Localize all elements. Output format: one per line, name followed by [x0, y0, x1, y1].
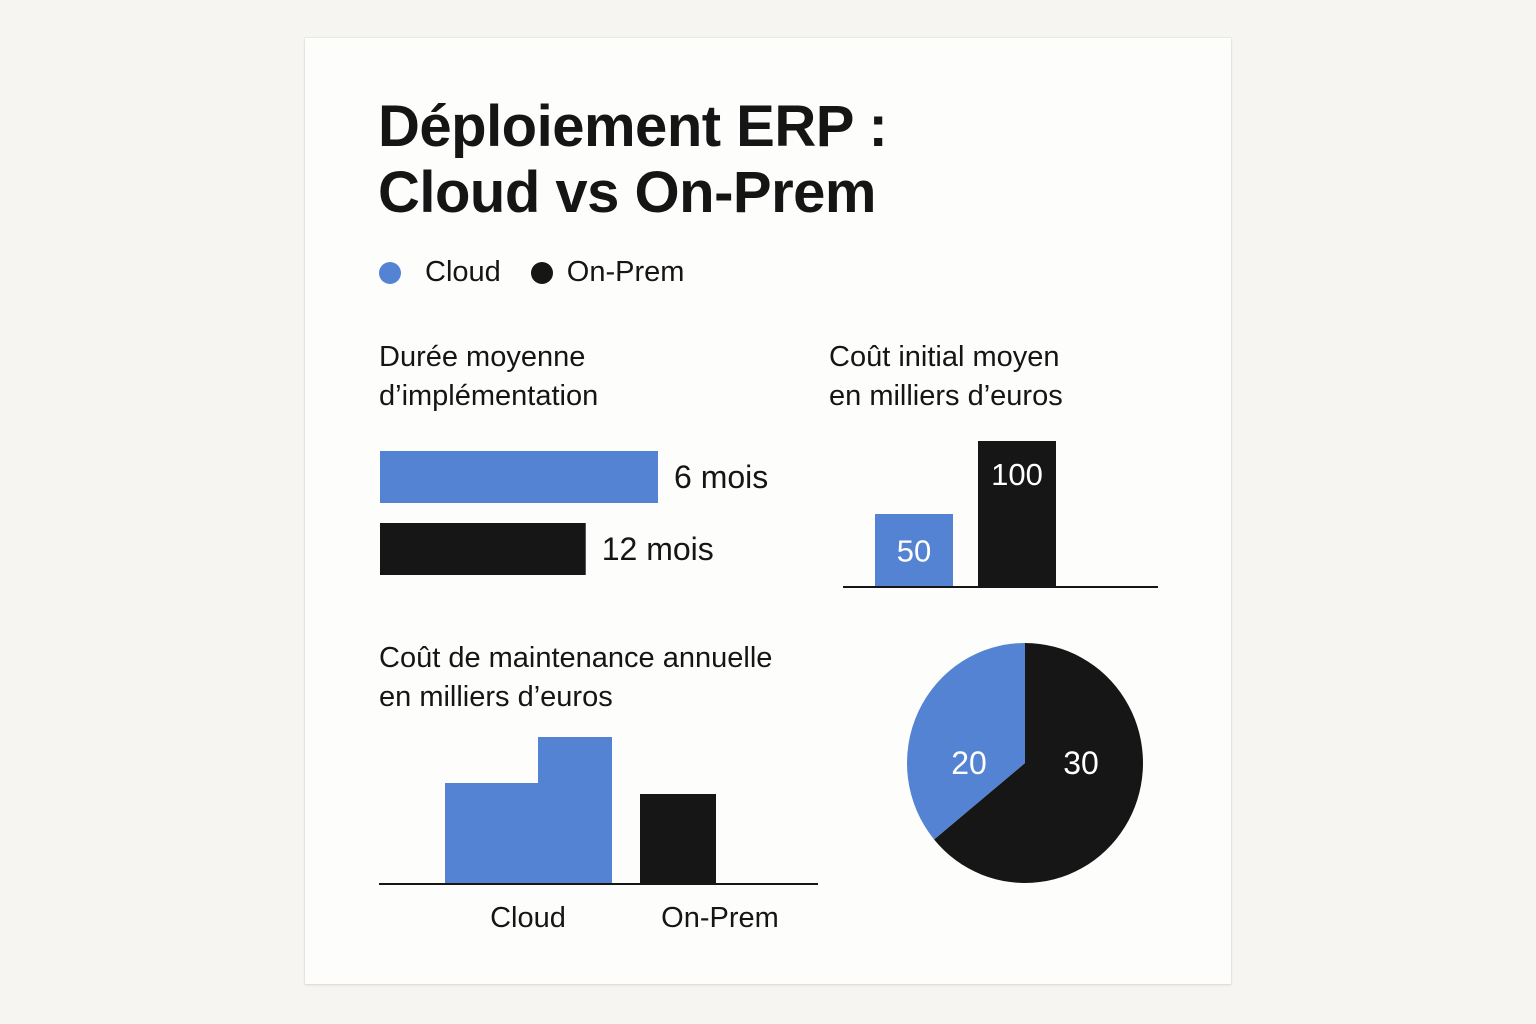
pie-slice-cloud	[906, 643, 1025, 840]
pie-label-onprem: 30	[1063, 745, 1099, 781]
initial-cost-bar-label: 100	[991, 457, 1043, 492]
maintenance-chart: Cloud On-Prem	[379, 737, 818, 934]
maintenance-chart-title: Coût de maintenance annuelle en milliers…	[379, 642, 773, 713]
initial-cost-bar-cloud	[875, 514, 953, 587]
legend-swatch-cloud	[379, 261, 401, 284]
duration-chart-title: Durée moyenne d’implémentation	[379, 341, 599, 412]
initial-cost-bar-on-prem	[978, 441, 1056, 587]
infographic-card: Déploiement ERP : Cloud vs On-Prem Cloud…	[305, 38, 1231, 984]
maintenance-tick-label: Cloud	[490, 902, 566, 934]
duration-bar-label: 6 mois	[674, 459, 768, 495]
legend-label-onprem: On-Prem	[566, 256, 685, 288]
pie-slice-onprem	[934, 643, 1143, 883]
maintenance-pie-chart: 20 30	[906, 643, 1143, 883]
maintenance-bar-onprem	[640, 794, 716, 884]
page-title: Déploiement ERP : Cloud vs On-Prem	[378, 94, 888, 225]
legend-swatch-onprem	[530, 261, 553, 284]
initial-cost-chart-title: Coût initial moyen en milliers d’euros	[829, 341, 1063, 412]
maintenance-tick-label: On-Prem	[661, 902, 779, 934]
duration-bar-on-prem	[380, 523, 586, 575]
initial-cost-chart: 50 100	[843, 441, 1158, 588]
legend-label-cloud: Cloud	[425, 256, 501, 288]
initial-cost-bar-label: 50	[897, 534, 931, 569]
duration-bar-label: 12 mois	[602, 531, 714, 567]
maintenance-bar-cloud	[445, 737, 612, 884]
pie-label-cloud: 20	[951, 745, 987, 781]
duration-chart: 6 mois 12 mois	[380, 451, 768, 575]
legend: Cloud On-Prem	[379, 256, 714, 289]
duration-bar-cloud	[380, 451, 658, 503]
